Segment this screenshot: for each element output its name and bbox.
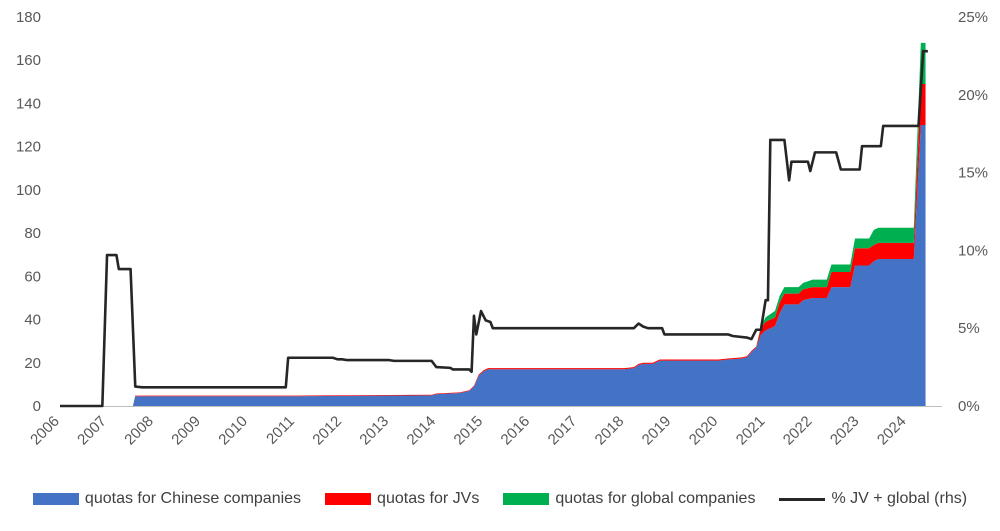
line-layer — [60, 49, 928, 408]
y-left-tick-label: 140 — [16, 95, 41, 112]
x-tick-label: 2007 — [74, 413, 110, 449]
legend: quotas for Chinese companies quotas for … — [0, 484, 1000, 514]
x-axis: 2006 2007 2008 2009 2010 2011 2012 2013 2014 2015… — [27, 413, 909, 449]
legend-swatch-share-line — [779, 497, 826, 501]
legend-label-global: quotas for global companies — [555, 490, 756, 507]
x-tick-label: 2013 — [356, 413, 392, 449]
y-right-tick-label: 20% — [958, 87, 988, 104]
x-tick-label: 2022 — [780, 413, 816, 449]
y-axis-right: 0% 5% 10% 15% 20% 25% — [958, 9, 988, 415]
x-tick-label: 2011 — [263, 413, 298, 448]
legend-label-jv: quotas for JVs — [377, 490, 480, 507]
x-tick-label: 2006 — [27, 413, 63, 449]
y-left-tick-label: 40 — [24, 312, 41, 329]
legend-item-global: quotas for global companies — [503, 490, 755, 508]
legend-item-jv: quotas for JVs — [325, 490, 479, 508]
y-left-tick-label: 60 — [24, 268, 41, 285]
legend-label-chinese: quotas for Chinese companies — [84, 490, 302, 507]
y-right-tick-label: 25% — [958, 9, 988, 26]
x-tick-label: 2016 — [498, 413, 534, 449]
stacked-area-layer — [132, 42, 926, 407]
legend-label-share-line: % JV + global (rhs) — [831, 490, 968, 507]
y-left-tick-label: 80 — [24, 225, 41, 242]
area-series-chinese — [132, 125, 926, 406]
x-tick-label: 2020 — [686, 413, 722, 449]
x-tick-label: 2008 — [121, 413, 157, 449]
y-right-tick-label: 5% — [958, 320, 980, 337]
x-tick-label: 2024 — [874, 413, 910, 449]
x-tick-label: 2023 — [827, 413, 863, 449]
x-tick-label: 2021 — [733, 413, 769, 449]
y-left-tick-label: 180 — [16, 9, 41, 26]
legend-item-share-line: % JV + global (rhs) — [779, 490, 967, 508]
legend-swatch-chinese — [32, 493, 79, 505]
y-left-tick-label: 0 — [33, 398, 41, 415]
y-right-tick-label: 10% — [958, 242, 988, 259]
x-tick-label: 2019 — [639, 413, 675, 449]
line-series-jv-global-share — [60, 49, 928, 408]
y-left-tick-label: 160 — [16, 52, 41, 69]
x-tick-label: 2009 — [168, 413, 204, 449]
x-tick-label: 2012 — [309, 413, 345, 449]
y-right-tick-label: 15% — [958, 165, 988, 182]
legend-swatch-global — [503, 493, 550, 505]
x-tick-label: 2017 — [545, 413, 581, 449]
x-tick-label: 2014 — [404, 413, 440, 449]
legend-swatch-jv — [325, 493, 372, 505]
chart-canvas: 0 20 40 60 80 100 120 140 160 180 0% 5% 10% 15% 20% 25… — [16, 9, 988, 449]
x-tick-label: 2015 — [451, 413, 487, 449]
y-left-tick-label: 100 — [16, 182, 41, 199]
x-tick-label: 2010 — [215, 413, 251, 449]
y-left-tick-label: 20 — [24, 355, 41, 372]
legend-item-chinese: quotas for Chinese companies — [32, 490, 302, 508]
y-right-tick-label: 0% — [958, 398, 980, 415]
y-left-tick-label: 120 — [16, 139, 41, 156]
x-tick-label: 2018 — [592, 413, 628, 449]
y-axis-left: 0 20 40 60 80 100 120 140 160 180 — [16, 9, 41, 415]
